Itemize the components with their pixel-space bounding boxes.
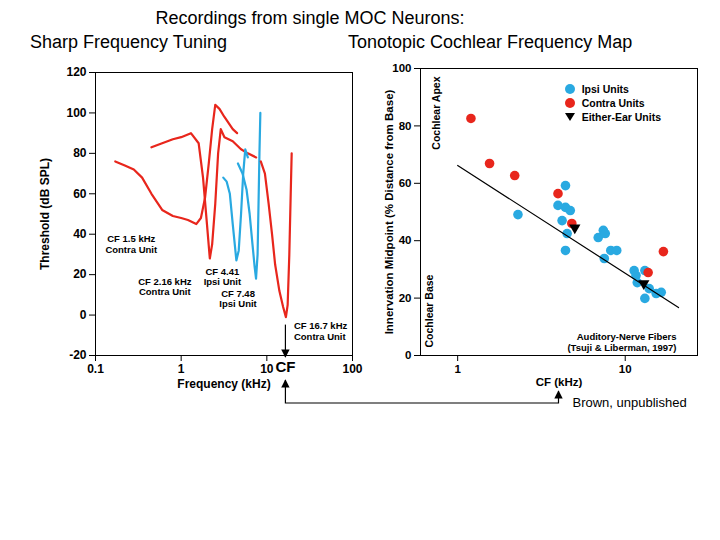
svg-text:1: 1 [454,363,461,375]
svg-text:40: 40 [73,227,87,241]
svg-text:10: 10 [619,363,632,375]
html-text:Recordings from single MOC Neu: Recordings from single MOC Neurons: [155,8,465,28]
svg-text:Cochlear Base: Cochlear Base [423,274,435,347]
svg-text:60: 60 [73,187,87,201]
svg-text:Innervation Midpoint (% Distan: Innervation Midpoint (% Distance from Ba… [383,89,395,334]
svg-text:40: 40 [399,234,412,246]
svg-text:80: 80 [73,146,87,160]
svg-text:20: 20 [399,292,412,304]
svg-text:120: 120 [66,65,86,79]
html-text:Sharp Frequency Tuning: Sharp Frequency Tuning [30,32,228,52]
svg-text:0: 0 [405,349,411,361]
svg-text:Threshold (dB SPL): Threshold (dB SPL) [38,158,52,270]
svg-text:Frequency (kHz): Frequency (kHz) [177,377,270,391]
svg-text:1: 1 [178,362,185,376]
html-text:Contra Units: Contra Units [581,97,645,109]
svg-text:20: 20 [73,267,87,281]
svg-text:Cochlear Apex: Cochlear Apex [430,76,442,149]
svg-text:100: 100 [342,362,362,376]
svg-text:100: 100 [392,62,411,74]
svg-text:0: 0 [80,308,87,322]
svg-text:10: 10 [260,362,274,376]
svg-text:Auditory-Nerve Fibers(Tsuji &: Auditory-Nerve Fibers(Tsuji & Liberman, … [567,331,676,353]
svg-text:0.1: 0.1 [87,362,104,376]
html-text:CF: CF [275,358,296,375]
html-text:Brown, unpublished: Brown, unpublished [572,395,687,410]
svg-text:-20: -20 [69,348,87,362]
svg-text:CF 7.48Ipsi Unit: CF 7.48Ipsi Unit [219,288,257,309]
svg-text:CF 1.5 kHzContra Unit: CF 1.5 kHzContra Unit [105,233,158,254]
svg-text:CF 2.16 kHzContra Unit: CF 2.16 kHzContra Unit [138,276,192,297]
svg-text:100: 100 [66,106,86,120]
html-text:Tonotopic Cochlear Frequency M: Tonotopic Cochlear Frequency Map [348,32,633,52]
svg-text:CF (kHz): CF (kHz) [536,376,583,388]
html-text:Ipsi Units: Ipsi Units [581,83,629,95]
svg-text:CF 4.41Ipsi Unit: CF 4.41Ipsi Unit [204,266,242,287]
svg-text:80: 80 [399,120,412,132]
svg-text:60: 60 [399,177,412,189]
html-text:Either-Ear Units: Either-Ear Units [581,111,661,123]
svg-text:CF 16.7 kHzContra Unit: CF 16.7 kHzContra Unit [294,320,348,341]
